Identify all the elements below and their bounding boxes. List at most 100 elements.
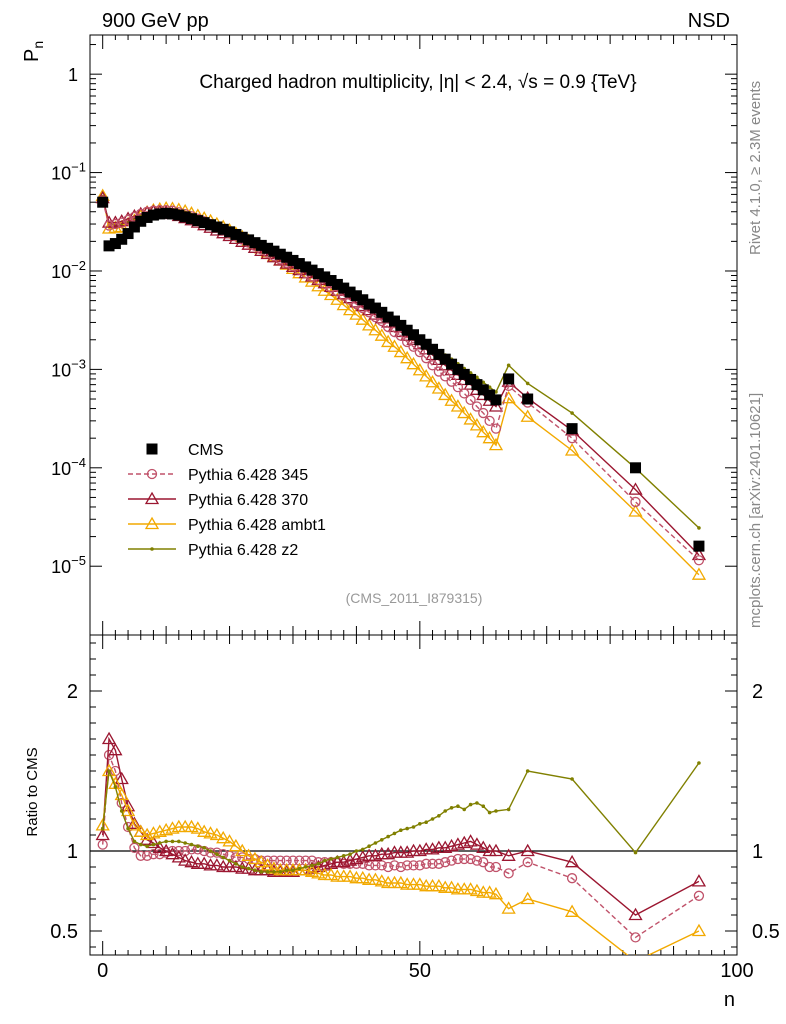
plot-title: Charged hadron multiplicity, |η| < 2.4, … [199, 72, 636, 93]
ratio-point-ambt1 [127, 818, 142, 831]
ratio-point-p370 [171, 850, 186, 863]
ratio-point-z2 [360, 847, 365, 852]
side-mcplots-label: mcplots.cern.ch [arXiv:2401.10621] [747, 393, 764, 628]
ratio-point-z2 [411, 825, 416, 829]
header-right: NSD [688, 10, 730, 32]
main-point-cms [471, 379, 483, 391]
ratio-point-z2 [354, 849, 359, 853]
legend-label-ambt1: Pythia 6.428 ambt1 [188, 517, 326, 534]
main-point-cms [249, 237, 261, 249]
ratio-point-z2 [202, 846, 206, 850]
main-point-cms [319, 271, 331, 283]
main-point-cms [255, 239, 267, 251]
ratio-point-p345 [129, 842, 140, 853]
ratio-point-z2 [208, 849, 213, 853]
ratio-line-p345 [102, 754, 700, 939]
ratio-point-z2 [265, 870, 270, 874]
main-point-cms [439, 353, 451, 365]
main-point-cms [109, 238, 121, 250]
ratio-point-p370 [165, 846, 180, 860]
main-point-ambt1 [425, 374, 440, 388]
ratio-point-p345 [566, 873, 578, 884]
ratio-point-ambt1 [488, 886, 504, 900]
ratio-point-z2 [145, 844, 149, 848]
main-ylabel-main: P [21, 49, 43, 62]
ratio-point-p345 [433, 858, 445, 869]
main-point-cms [135, 215, 147, 227]
ratio-point-z2 [462, 807, 467, 812]
ratio-point-p370 [152, 840, 167, 853]
main-point-cms [458, 368, 470, 380]
ratio-point-ambt1 [355, 870, 370, 884]
ratio-point-z2 [196, 844, 200, 848]
main-point-cms [116, 233, 128, 245]
ratio-point-z2 [379, 838, 384, 842]
main-point-cms [630, 462, 642, 474]
main-point-p370 [691, 547, 707, 561]
main-point-p345 [433, 366, 445, 377]
ratio-point-z2 [284, 868, 289, 872]
ratio-point-z2 [100, 826, 105, 831]
ratio-point-z2 [291, 868, 295, 872]
main-ytick-label-base: 10 [51, 360, 71, 380]
ratio-point-ambt1 [311, 866, 326, 879]
ratio-point-p345 [141, 850, 153, 861]
main-ytick-label-exp: −4 [71, 455, 86, 470]
ratio-point-ambt1 [412, 877, 427, 890]
ratio-point-z2 [456, 804, 460, 808]
main-point-cms [97, 196, 109, 208]
ratio-point-z2 [405, 826, 409, 831]
ratio-point-z2 [107, 769, 111, 773]
ratio-point-p370 [158, 843, 174, 857]
main-point-cms [357, 294, 369, 306]
main-point-cms [503, 373, 515, 385]
main-point-ambt1 [419, 369, 434, 382]
main-point-cms [211, 221, 223, 233]
main-axis-ticks: 110−110−210−310−410−5 [51, 35, 738, 955]
main-point-cms [192, 215, 204, 227]
ratio-xlabel: n [724, 989, 735, 1011]
main-point-p345 [110, 218, 121, 230]
main-point-cms [185, 213, 197, 225]
main-point-cms [268, 245, 280, 257]
main-point-cms [179, 211, 191, 223]
ratio-point-p370 [108, 742, 123, 756]
main-point-z2 [506, 363, 511, 368]
main-point-p345 [484, 415, 495, 426]
main-point-ambt1 [381, 334, 396, 348]
main-point-cms [522, 393, 534, 405]
ratio-point-z2 [468, 802, 473, 807]
ratio-point-p345 [630, 932, 641, 943]
main-series-layer [95, 188, 707, 580]
ratio-point-z2 [316, 862, 321, 866]
ratio-point-ambt1 [368, 872, 383, 885]
main-series-p345 [97, 195, 705, 566]
legend-marker-p345 [146, 468, 158, 480]
ratio-point-ambt1 [241, 848, 256, 861]
ratio-point-z2 [278, 870, 283, 874]
main-point-p345 [465, 394, 476, 406]
ratio-point-ambt1 [209, 827, 224, 841]
main-point-ambt1 [520, 409, 535, 422]
main-ylabel-sub: n [30, 41, 46, 49]
ratio-line-z2 [102, 762, 700, 873]
main-point-p370 [488, 399, 504, 412]
ratio-point-p345 [135, 850, 146, 861]
ratio-point-z2 [449, 806, 454, 810]
legend-item-ambt1: Pythia 6.428 ambt1 [128, 516, 326, 534]
main-point-cms [217, 223, 229, 235]
main-point-cms [452, 363, 464, 375]
ratio-point-z2 [335, 855, 340, 860]
ratio-point-ambt1 [393, 875, 408, 889]
ratio-point-ambt1 [260, 858, 275, 871]
main-point-cms [408, 329, 419, 341]
main-point-p345 [122, 214, 134, 226]
ratio-point-z2 [234, 862, 238, 866]
ratio-point-ambt1 [304, 864, 320, 877]
main-point-p370 [628, 482, 643, 495]
main-point-cms [230, 228, 242, 240]
main-point-cms [128, 221, 140, 233]
ratio-point-p345 [693, 890, 705, 901]
ratio-point-ambt1 [520, 891, 535, 905]
